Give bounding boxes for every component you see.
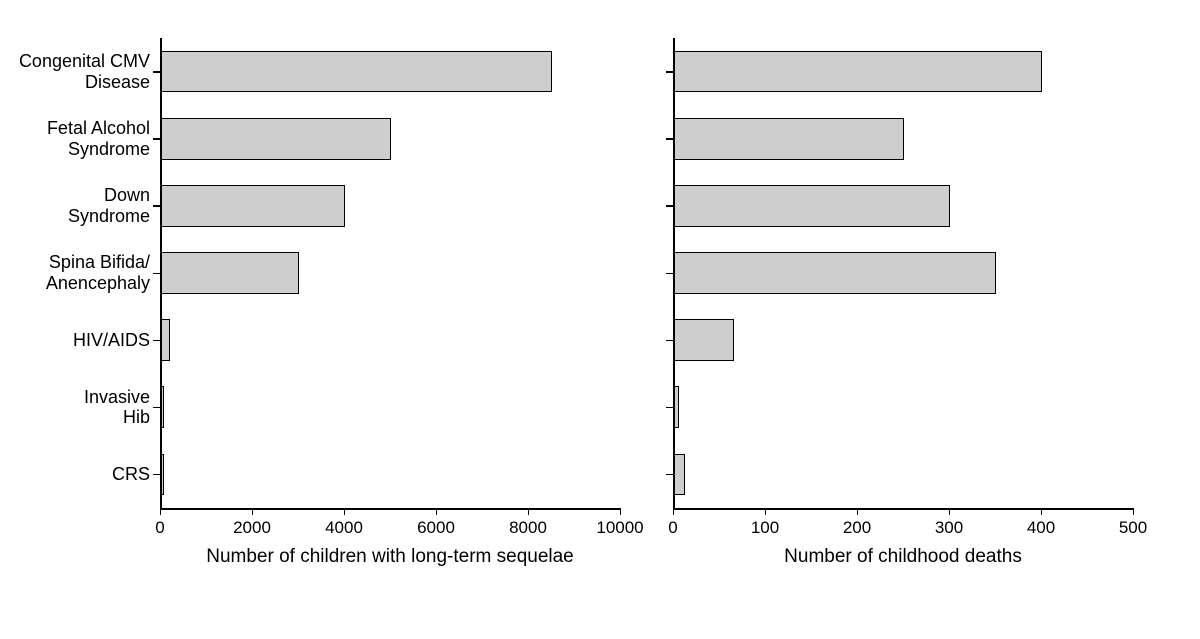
category-label: DownSyndrome bbox=[0, 185, 150, 226]
x-tick bbox=[1133, 508, 1135, 515]
category-label: Congenital CMVDisease bbox=[0, 51, 150, 92]
x-tick bbox=[436, 508, 438, 515]
x-axis-title: Number of children with long-term sequel… bbox=[160, 546, 620, 568]
bar bbox=[161, 252, 299, 294]
chart-container: 0200040006000800010000Number of children… bbox=[0, 0, 1200, 639]
category-label: InvasiveHib bbox=[0, 387, 150, 428]
x-tick-label: 6000 bbox=[396, 518, 476, 538]
x-axis bbox=[673, 508, 1133, 510]
x-tick-label: 8000 bbox=[488, 518, 568, 538]
x-axis-title: Number of childhood deaths bbox=[673, 546, 1133, 568]
x-tick-label: 0 bbox=[633, 518, 713, 538]
x-tick-label: 200 bbox=[817, 518, 897, 538]
bar bbox=[161, 386, 164, 428]
x-axis bbox=[160, 508, 620, 510]
y-tick bbox=[666, 273, 673, 275]
y-tick bbox=[666, 340, 673, 342]
bar bbox=[161, 454, 164, 496]
bar bbox=[674, 386, 679, 428]
bar bbox=[674, 252, 996, 294]
y-tick bbox=[153, 273, 160, 275]
x-tick-label: 500 bbox=[1093, 518, 1173, 538]
y-tick bbox=[153, 205, 160, 207]
y-tick bbox=[666, 205, 673, 207]
x-tick bbox=[344, 508, 346, 515]
x-tick bbox=[949, 508, 951, 515]
bar bbox=[674, 51, 1042, 93]
bar bbox=[674, 185, 950, 227]
x-tick bbox=[160, 508, 162, 515]
category-label: Fetal AlcoholSyndrome bbox=[0, 118, 150, 159]
x-tick bbox=[252, 508, 254, 515]
x-tick bbox=[528, 508, 530, 515]
bar bbox=[161, 185, 345, 227]
x-tick bbox=[620, 508, 622, 515]
bar bbox=[674, 319, 734, 361]
x-tick bbox=[673, 508, 675, 515]
bar bbox=[161, 118, 391, 160]
category-label: Spina Bifida/Anencephaly bbox=[0, 252, 150, 293]
y-tick bbox=[666, 407, 673, 409]
bar bbox=[161, 319, 170, 361]
bar bbox=[161, 51, 552, 93]
y-tick bbox=[153, 138, 160, 140]
x-tick-label: 300 bbox=[909, 518, 989, 538]
y-tick bbox=[153, 407, 160, 409]
x-tick bbox=[857, 508, 859, 515]
x-tick-label: 4000 bbox=[304, 518, 384, 538]
x-tick-label: 2000 bbox=[212, 518, 292, 538]
category-label: CRS bbox=[0, 464, 150, 485]
y-tick bbox=[666, 474, 673, 476]
x-tick-label: 100 bbox=[725, 518, 805, 538]
x-tick-label: 400 bbox=[1001, 518, 1081, 538]
x-tick bbox=[1041, 508, 1043, 515]
y-tick bbox=[153, 340, 160, 342]
y-tick bbox=[153, 474, 160, 476]
bar bbox=[674, 454, 685, 496]
category-label: HIV/AIDS bbox=[0, 330, 150, 351]
x-tick-label: 0 bbox=[120, 518, 200, 538]
y-tick bbox=[666, 138, 673, 140]
y-tick bbox=[666, 71, 673, 73]
x-tick bbox=[765, 508, 767, 515]
y-tick bbox=[153, 71, 160, 73]
bar bbox=[674, 118, 904, 160]
